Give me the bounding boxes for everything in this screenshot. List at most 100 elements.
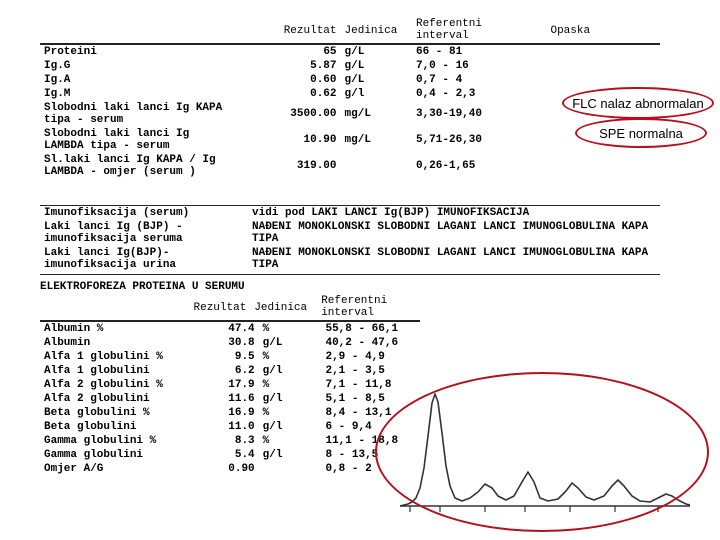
spe-row-name: Beta globulini	[40, 420, 186, 434]
row-name: Slobodni laki lanci Ig LAMBDA tipa - ser…	[40, 127, 238, 153]
table-row: Ig.A0.60g/L0,7 - 4	[40, 73, 660, 87]
spe-row: Albumin30.8g/L40,2 - 47,6	[40, 336, 420, 350]
row-unit: g/L	[341, 73, 412, 87]
spe-row-ref: 2,1 - 3,5	[321, 364, 420, 378]
spe-row-result: 8.3	[186, 434, 258, 448]
spe-row-name: Alfa 2 globulini	[40, 392, 186, 406]
spe-row-result: 16.9	[186, 406, 258, 420]
spe-row-name: Alfa 1 globulini %	[40, 350, 186, 364]
table-row: Slobodni laki lanci Ig LAMBDA tipa - ser…	[40, 127, 660, 153]
spe-row: Alfa 1 globulini %9.5%2,9 - 4,9	[40, 350, 420, 364]
spe-row-name: Albumin	[40, 336, 186, 350]
mid-row: Imunofiksacija (serum)vidi pod LAKI LANC…	[40, 206, 660, 220]
spe-row-unit: %	[259, 406, 322, 420]
spe-row: Beta globulini %16.9%8,4 - 13,1	[40, 406, 420, 420]
table-row: Sl.laki lanci Ig KAPA / Ig LAMBDA - omje…	[40, 153, 660, 179]
mid-row-text: NAĐENI MONOKLONSKI SLOBODNI LAGANI LANCI…	[248, 220, 660, 246]
annotation-flc: FLC nalaz abnormalan	[562, 87, 714, 119]
col-unit: Jedinica	[341, 18, 412, 43]
spe-row-result: 5.4	[186, 448, 258, 462]
spe-row: Beta globulini11.0g/l6 - 9,4	[40, 420, 420, 434]
spe-row-result: 9.5	[186, 350, 258, 364]
mid-table: Imunofiksacija (serum)vidi pod LAKI LANC…	[40, 206, 660, 272]
mid-row-name: Laki lanci Ig (BJP) -imunofiksacija seru…	[40, 220, 248, 246]
row-result: 65	[238, 45, 341, 59]
row-ref: 3,30-19,40	[412, 101, 547, 127]
col-remark: Opaska	[546, 18, 660, 43]
row-remark	[546, 153, 660, 179]
spe-row-ref: 40,2 - 47,6	[321, 336, 420, 350]
spe-row: Gamma globulini %8.3%11,1 - 18,8	[40, 434, 420, 448]
row-ref: 7,0 - 16	[412, 59, 547, 73]
row-unit	[341, 153, 412, 179]
spe-row-name: Alfa 1 globulini	[40, 364, 186, 378]
spe-row-name: Alfa 2 globulini %	[40, 378, 186, 392]
row-unit: mg/L	[341, 101, 412, 127]
spe-row: Alfa 2 globulini %17.9%7,1 - 11,8	[40, 378, 420, 392]
spe-col-unit: Jedinica	[250, 295, 317, 320]
spe-row-name: Omjer A/G	[40, 462, 186, 476]
row-unit: g/L	[341, 59, 412, 73]
spe-row-name: Gamma globulini	[40, 448, 186, 462]
spe-row-unit: %	[259, 434, 322, 448]
spe-row-unit: g/l	[259, 364, 322, 378]
row-result: 319.00	[238, 153, 341, 179]
row-name: Slobodni laki lanci Ig KAPA tipa - serum	[40, 101, 238, 127]
table-row: Ig.G5.87g/L7,0 - 16	[40, 59, 660, 73]
spe-row-unit	[259, 462, 322, 476]
row-remark	[546, 73, 660, 87]
spe-row: Albumin %47.4%55,8 - 66,1	[40, 322, 420, 336]
row-unit: g/L	[341, 45, 412, 59]
spe-row-name: Beta globulini %	[40, 406, 186, 420]
row-ref: 0,4 - 2,3	[412, 87, 547, 101]
row-result: 5.87	[238, 59, 341, 73]
spe-col-result: Rezultat	[175, 295, 250, 320]
row-name: Ig.G	[40, 59, 238, 73]
row-ref: 0,26-1,65	[412, 153, 547, 179]
spe-row-result: 11.6	[186, 392, 258, 406]
row-ref: 5,71-26,30	[412, 127, 547, 153]
spe-header-table: Rezultat Jedinica Referentni interval	[40, 295, 420, 322]
electrophoresis-chart	[400, 388, 690, 518]
row-name: Ig.M	[40, 87, 238, 101]
mid-row-name: Laki lanci Ig(BJP)-imunofiksacija urina	[40, 246, 248, 272]
spe-col-ref: Referentni interval	[317, 295, 420, 320]
spe-row-unit: g/l	[259, 448, 322, 462]
spe-row-result: 6.2	[186, 364, 258, 378]
spe-table-body: Albumin %47.4%55,8 - 66,1Albumin30.8g/L4…	[40, 322, 420, 476]
spe-row-result: 0.90	[186, 462, 258, 476]
spe-row-unit: %	[259, 350, 322, 364]
mid-row: Laki lanci Ig (BJP) -imunofiksacija seru…	[40, 220, 660, 246]
row-name: Sl.laki lanci Ig KAPA / Ig LAMBDA - omje…	[40, 153, 238, 179]
spe-row-result: 11.0	[186, 420, 258, 434]
spe-row-unit: g/l	[259, 392, 322, 406]
spe-row-name: Gamma globulini %	[40, 434, 186, 448]
row-result: 3500.00	[238, 101, 341, 127]
mid-row-text: NAĐENI MONOKLONSKI SLOBODNI LAGANI LANCI…	[248, 246, 660, 272]
row-remark	[546, 45, 660, 59]
header-row: Rezultat Jedinica Referentni interval Op…	[40, 18, 660, 43]
spe-row: Alfa 1 globulini6.2g/l2,1 - 3,5	[40, 364, 420, 378]
row-result: 10.90	[238, 127, 341, 153]
spe-row-unit: %	[259, 378, 322, 392]
row-name: Ig.A	[40, 73, 238, 87]
spe-row-ref: 2,9 - 4,9	[321, 350, 420, 364]
spe-row-unit: g/l	[259, 420, 322, 434]
spe-row-name: Albumin %	[40, 322, 186, 336]
spe-row: Omjer A/G0.900,8 - 2	[40, 462, 420, 476]
mid-row: Laki lanci Ig(BJP)-imunofiksacija urinaN…	[40, 246, 660, 272]
upper-table: Rezultat Jedinica Referentni interval Op…	[40, 18, 660, 45]
row-unit: mg/L	[341, 127, 412, 153]
row-remark	[546, 59, 660, 73]
spe-row-result: 30.8	[186, 336, 258, 350]
row-ref: 66 - 81	[412, 45, 547, 59]
spe-row: Gamma globulini5.4g/l8 - 13,5	[40, 448, 420, 462]
spe-row-result: 47.4	[186, 322, 258, 336]
spe-row-unit: %	[259, 322, 322, 336]
row-result: 0.60	[238, 73, 341, 87]
mid-row-name: Imunofiksacija (serum)	[40, 206, 248, 220]
spe-row-unit: g/L	[259, 336, 322, 350]
spe-row-ref: 55,8 - 66,1	[321, 322, 420, 336]
row-result: 0.62	[238, 87, 341, 101]
spe-row: Alfa 2 globulini11.6g/l5,1 - 8,5	[40, 392, 420, 406]
